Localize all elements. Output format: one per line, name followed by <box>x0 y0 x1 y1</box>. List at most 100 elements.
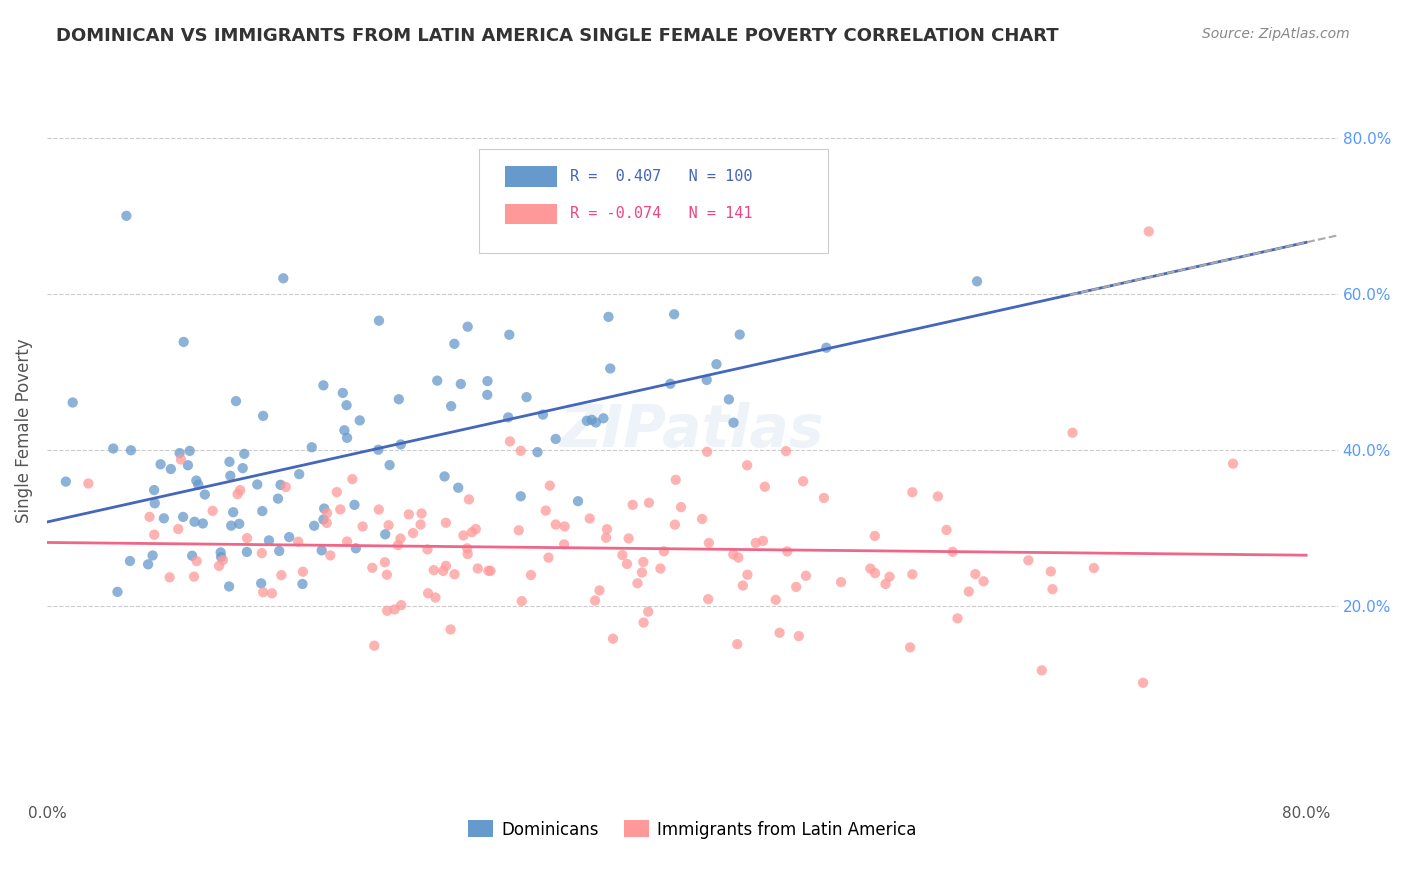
Point <box>118 554 141 568</box>
Bar <box>505 167 557 187</box>
Point <box>1132 675 1154 690</box>
Point <box>349 413 371 427</box>
Point <box>302 518 325 533</box>
Point <box>942 545 965 559</box>
Point <box>690 512 713 526</box>
Point <box>389 598 412 612</box>
Point <box>544 432 567 446</box>
Point <box>143 496 166 510</box>
Point <box>312 512 335 526</box>
Y-axis label: Single Female Poverty: Single Female Poverty <box>15 338 32 523</box>
Point <box>696 373 718 387</box>
Point <box>336 534 359 549</box>
Point <box>477 388 499 402</box>
Point <box>352 519 374 533</box>
Point <box>218 455 240 469</box>
Point <box>898 640 921 655</box>
Point <box>311 543 333 558</box>
Point <box>423 563 446 577</box>
Point <box>191 516 214 531</box>
Point <box>226 487 249 501</box>
Point <box>785 580 807 594</box>
Point <box>177 458 200 473</box>
Point <box>875 577 897 591</box>
Point <box>965 567 987 582</box>
Point <box>794 569 817 583</box>
Point <box>1062 425 1084 440</box>
FancyBboxPatch shape <box>479 149 828 252</box>
Point <box>1222 457 1244 471</box>
Point <box>588 583 610 598</box>
Point <box>553 537 575 551</box>
Point <box>443 567 465 582</box>
Point <box>368 313 391 327</box>
Point <box>598 310 620 324</box>
Point <box>209 550 232 565</box>
Text: ZIPatlas: ZIPatlas <box>560 402 824 459</box>
Point <box>250 576 273 591</box>
Point <box>581 413 603 427</box>
Point <box>103 442 125 456</box>
Point <box>187 477 209 491</box>
Point <box>260 586 283 600</box>
Point <box>754 480 776 494</box>
Point <box>409 517 432 532</box>
Point <box>650 561 672 575</box>
Point <box>377 518 399 533</box>
Point <box>508 523 530 537</box>
Point <box>288 467 311 482</box>
Point <box>499 434 522 449</box>
Point <box>612 548 634 562</box>
Text: Source: ZipAtlas.com: Source: ZipAtlas.com <box>1202 27 1350 41</box>
Point <box>169 446 191 460</box>
Point <box>212 553 235 567</box>
Point <box>863 566 886 581</box>
Point <box>447 481 470 495</box>
Point <box>219 518 242 533</box>
Point <box>136 558 159 572</box>
Point <box>602 632 624 646</box>
Point <box>526 445 548 459</box>
Point <box>575 414 598 428</box>
Point <box>509 489 531 503</box>
Point <box>669 500 692 515</box>
Point <box>55 475 77 489</box>
Point <box>173 334 195 349</box>
Point <box>1017 553 1039 567</box>
Point <box>335 398 357 412</box>
Point <box>583 593 606 607</box>
Point <box>439 623 461 637</box>
Point <box>775 444 797 458</box>
Point <box>319 549 342 563</box>
Point <box>731 578 754 592</box>
Point <box>863 529 886 543</box>
Point <box>585 416 607 430</box>
Point <box>728 327 751 342</box>
Point <box>599 361 621 376</box>
Point <box>388 392 411 407</box>
Point <box>270 568 292 582</box>
Text: R = -0.074   N = 141: R = -0.074 N = 141 <box>569 206 752 221</box>
Point <box>225 394 247 409</box>
Point <box>815 341 838 355</box>
Point <box>416 586 439 600</box>
Point <box>717 392 740 407</box>
Point <box>278 530 301 544</box>
Point <box>291 565 314 579</box>
Point <box>652 544 675 558</box>
Point <box>516 390 538 404</box>
Point <box>384 602 406 616</box>
Point <box>411 507 433 521</box>
Point <box>433 469 456 483</box>
Point <box>329 502 352 516</box>
Point <box>1039 565 1062 579</box>
Point <box>752 533 775 548</box>
Point <box>228 516 250 531</box>
Point <box>496 410 519 425</box>
Point <box>153 511 176 525</box>
Point <box>477 374 499 388</box>
Point <box>107 585 129 599</box>
Point <box>1042 582 1064 597</box>
Point <box>434 516 457 530</box>
Point <box>696 444 718 458</box>
